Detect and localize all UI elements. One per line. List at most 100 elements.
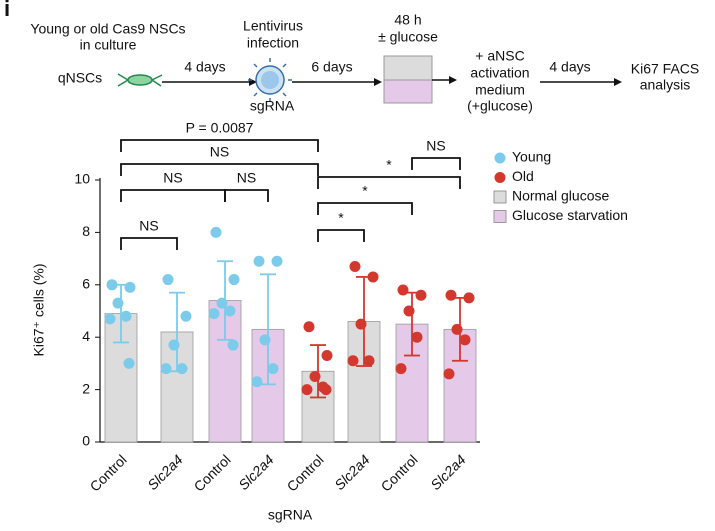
y-tick-label: 0 <box>82 433 90 449</box>
wf-text: 48 h <box>394 12 421 28</box>
wf-text: qNSCs <box>58 70 102 86</box>
wf-text: (+glucose) <box>467 98 533 114</box>
data-point <box>228 274 240 286</box>
data-point <box>227 339 239 351</box>
x-tick-label: Slc2a4 <box>427 451 469 493</box>
wf-text: analysis <box>640 77 691 93</box>
data-point <box>124 281 136 293</box>
cell-icon <box>117 73 163 87</box>
sig-bracket <box>411 157 461 170</box>
sig-bracket <box>120 237 178 250</box>
wf-text: + aNSC <box>475 48 524 64</box>
data-point <box>301 384 313 396</box>
data-point <box>303 321 315 333</box>
data-point <box>451 323 463 335</box>
wf-text: 4 days <box>184 59 225 75</box>
sig-bracket <box>120 163 319 176</box>
sig-label: * <box>338 210 344 226</box>
sig-bracket <box>224 189 269 202</box>
legend-marker <box>494 172 506 183</box>
x-tick-label: Control <box>378 451 421 494</box>
sig-label: NS <box>237 170 256 186</box>
data-point <box>445 289 457 301</box>
data-point <box>253 255 265 267</box>
x-tick-label: Slc2a4 <box>235 451 277 493</box>
data-point <box>349 260 361 272</box>
data-point <box>123 357 135 369</box>
data-point <box>355 318 367 330</box>
data-point <box>168 339 180 351</box>
data-point <box>104 313 116 325</box>
x-tick-label: Control <box>284 451 327 494</box>
data-point <box>162 274 174 286</box>
data-point <box>180 310 192 322</box>
data-point <box>367 271 379 283</box>
legend-label: Normal glucose <box>512 188 609 204</box>
data-point <box>411 331 423 343</box>
panel-label: i <box>4 0 10 21</box>
sig-label: * <box>386 157 392 173</box>
wf-text: sgRNA <box>250 98 295 114</box>
data-point <box>443 368 455 380</box>
y-tick-label: 2 <box>82 380 90 396</box>
box-starve <box>383 79 433 104</box>
data-point <box>347 355 359 367</box>
sig-label: * <box>362 183 368 199</box>
legend-marker <box>493 190 507 204</box>
sig-bracket <box>317 202 413 215</box>
data-point <box>397 284 409 296</box>
data-point <box>251 376 263 388</box>
x-tick-label: Control <box>87 451 130 494</box>
legend-label: Young <box>512 149 551 165</box>
data-point <box>208 308 220 320</box>
data-point <box>120 310 132 322</box>
wf-text: Ki67 FACS <box>631 61 699 77</box>
data-point <box>224 305 236 317</box>
wf-text: Lentivirus <box>243 18 303 34</box>
data-point <box>176 363 188 375</box>
x-axis-label: sgRNA <box>268 507 313 523</box>
wf-text: Young or old Cas9 NSCs <box>30 21 185 37</box>
wf-text: ± glucose <box>378 29 438 45</box>
sig-bracket <box>317 176 461 189</box>
legend-label: Old <box>512 168 534 184</box>
legend-label: Glucose starvation <box>512 207 628 223</box>
workflow: Young or old Cas9 NSCs in culture qNSCs … <box>30 12 699 114</box>
x-tick-label: Slc2a4 <box>331 451 373 493</box>
wf-text: 6 days <box>311 59 352 75</box>
data-point <box>160 363 172 375</box>
data-point <box>112 297 124 309</box>
wf-text: infection <box>247 35 299 51</box>
legend-marker <box>494 152 506 164</box>
data-point <box>210 226 222 238</box>
sig-label: NS <box>163 170 182 186</box>
sig-label: NS <box>426 138 445 154</box>
data-point <box>463 292 475 304</box>
data-point <box>459 334 471 346</box>
x-tick-label: Slc2a4 <box>144 451 186 493</box>
sig-label: NS <box>210 144 229 160</box>
sig-bracket <box>120 189 226 202</box>
y-tick-label: 4 <box>82 328 90 344</box>
sig-label: NS <box>139 218 158 234</box>
data-point <box>259 334 271 346</box>
wf-text: medium <box>475 82 525 98</box>
box-normal <box>383 55 433 81</box>
sig-bracket <box>120 139 319 152</box>
data-point <box>106 279 118 291</box>
data-point <box>395 363 407 375</box>
legend-marker <box>493 210 507 223</box>
wf-text: 4 days <box>549 59 590 75</box>
wf-text: activation <box>470 65 529 81</box>
sig-bracket <box>317 229 365 242</box>
data-point <box>321 350 333 362</box>
y-tick-label: 6 <box>82 276 90 292</box>
y-tick-label: 8 <box>82 223 90 239</box>
y-tick-label: 10 <box>74 171 90 187</box>
data-point <box>267 363 279 375</box>
data-point <box>320 384 332 396</box>
virus-icon <box>248 58 292 102</box>
data-point <box>403 305 415 317</box>
data-point <box>271 255 283 267</box>
